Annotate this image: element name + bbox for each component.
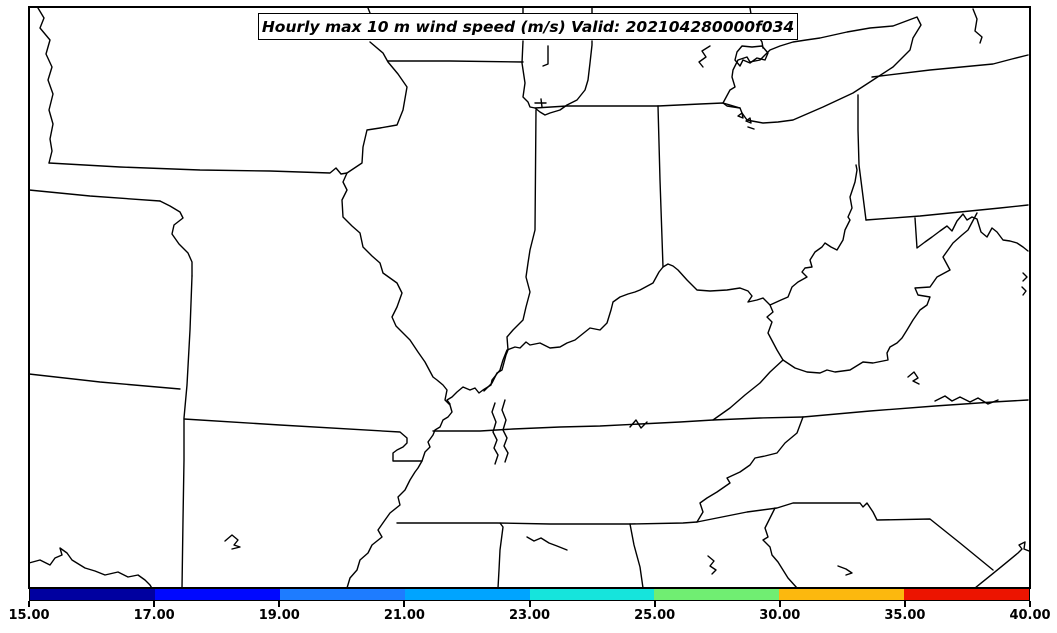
colorbar-segment: [779, 589, 905, 600]
lake-wilson-alabama-squiggle: [526, 536, 568, 551]
colorbar-tick-label: 21.00: [383, 608, 425, 623]
colorbar: [29, 588, 1030, 601]
river-ohio-icon: [446, 164, 858, 405]
colorbar-tick-label: 17.00: [133, 608, 175, 623]
colorbar-segment: [404, 589, 530, 600]
border-missouri-arkansas-bootheel: [183, 418, 423, 462]
map-title-box: Hourly max 10 m wind speed (m/s) Valid: …: [258, 13, 798, 40]
colorbar-tick-label: 30.00: [759, 608, 801, 623]
border-wisconsin-illinois: [387, 60, 524, 63]
border-virginia-northcarolina: [802, 399, 1029, 418]
river-missouri-icon: [159, 200, 193, 277]
river-savannah: [762, 507, 798, 589]
edge-wiggles-virginia: [1021, 272, 1028, 296]
border-nebraska-kansas: [28, 189, 161, 202]
border-northcarolina-georgia-southcarolina: [696, 502, 994, 571]
plot-frame: [28, 6, 1031, 589]
border-alabama-georgia: [629, 523, 644, 589]
border-tennessee-mississippi-alabama: [396, 521, 698, 525]
border-ohio-pennsylvania: [857, 94, 867, 221]
lakes-land-between-the-lakes: [491, 399, 509, 465]
river-mississippi-icon: [341, 7, 453, 589]
border-pennsylvania-maryland: [865, 204, 1029, 221]
state-boundaries: [28, 7, 1030, 591]
border-indiana-ohio: [657, 105, 664, 268]
lake-st-clair-icon: [734, 45, 769, 67]
border-kentucky-tennessee-virginia: [432, 416, 804, 432]
colorbar-segment: [30, 589, 155, 600]
colorbar-tick: [528, 601, 531, 607]
colorbar-tick-label: 15.00: [8, 608, 50, 623]
colorbar-tick: [153, 601, 156, 607]
lake-erie-islands-icon: [737, 112, 755, 130]
colorbar-segment: [279, 589, 405, 600]
border-mississippi-alabama: [497, 522, 504, 589]
river-new-virginia-squiggle: [907, 371, 920, 385]
border-indiana-michigan: [534, 105, 659, 109]
border-maryland-westvirginia-potomac: [914, 213, 1029, 252]
river-roanoke-squiggle: [934, 395, 999, 405]
maumee-bay-squiggle: [698, 45, 711, 68]
colorbar-tick: [278, 601, 281, 607]
coast-atlantic-icon: [974, 541, 1030, 589]
colorbar-tick-label: 40.00: [1009, 608, 1051, 623]
colorbar-segment: [654, 589, 780, 600]
colorbar-segment: [904, 589, 1029, 600]
border-nebraska-iowa-missouri-river-icon: [37, 7, 54, 164]
colorbar-tick: [903, 601, 906, 607]
colorbar-segment: [154, 589, 280, 600]
colorbar-segment: [529, 589, 655, 600]
lake-hartwell-squiggle: [837, 565, 853, 576]
colorbar-ticks: 15.00 17.00 19.00 21.00 23.00 25.00 30.00 35.00…: [8, 601, 1051, 632]
colorbar-tick: [653, 601, 656, 607]
contour-marks-lake-michigan: [534, 45, 549, 108]
river-cumberland-crossing: [629, 419, 648, 429]
lake-georgia-squiggle: [707, 555, 717, 575]
river-niagara-squiggle: [972, 8, 983, 44]
border-missouri-kansas-oklahoma-arkansas: [181, 275, 193, 589]
colorbar-tick: [28, 601, 30, 607]
border-westvirginia-virginia: [782, 212, 978, 374]
lake-michigan-icon: [521, 7, 593, 116]
colorbar-tick: [1029, 601, 1031, 607]
lake-arkansas-squiggle: [224, 534, 241, 550]
lake-erie-icon: [722, 16, 922, 124]
river-big-sandy: [766, 304, 784, 361]
border-pennsylvania-newyork: [871, 54, 1029, 78]
colorbar-tick-label: 23.00: [508, 608, 551, 623]
border-iowa-missouri: [48, 162, 348, 175]
border-kansas-oklahoma: [28, 373, 181, 390]
river-red: [28, 547, 154, 591]
colorbar-tick-label: 25.00: [634, 608, 676, 623]
map-title: Hourly max 10 m wind speed (m/s) Valid: …: [261, 17, 795, 36]
colorbar-tick: [778, 601, 781, 607]
colorbar-tick: [403, 601, 406, 607]
colorbar-tick-label: 19.00: [258, 608, 300, 623]
border-kentucky-virginia: [712, 359, 784, 421]
colorbar-tick-label: 35.00: [884, 608, 926, 623]
border-tennessee-northcarolina: [696, 416, 804, 523]
